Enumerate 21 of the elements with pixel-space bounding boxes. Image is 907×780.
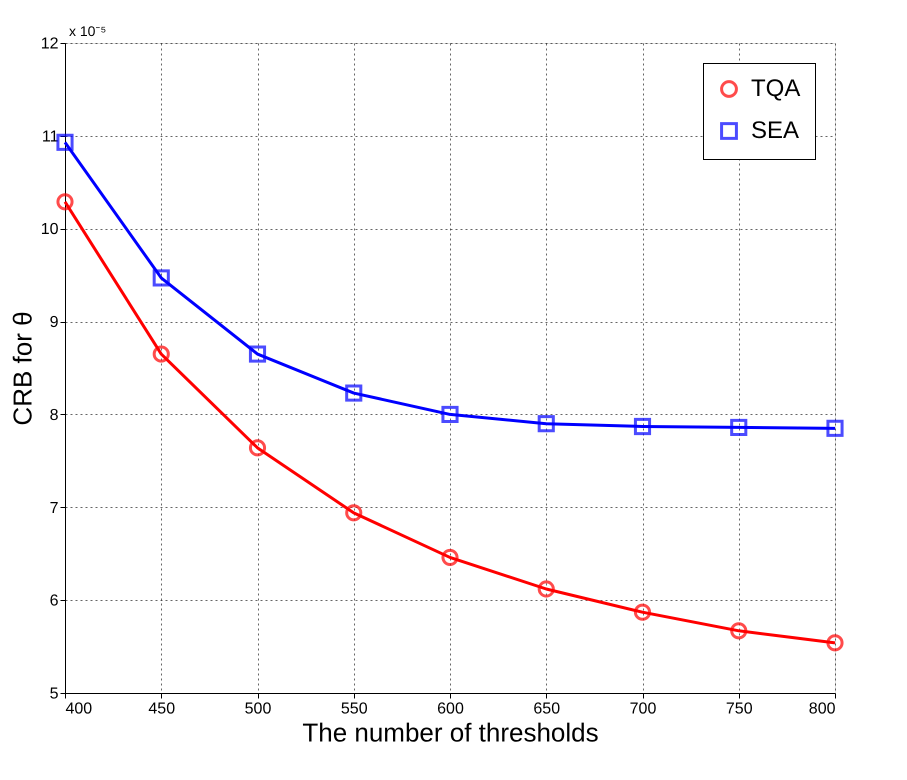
x-tick-label: 800: [808, 700, 836, 718]
y-tick-label: 6: [50, 592, 59, 610]
y-tick-label: 7: [50, 500, 59, 517]
y-tick-label: 12: [40, 36, 59, 52]
x-tick-label: 500: [244, 700, 272, 718]
x-tick-label: 750: [726, 700, 753, 718]
y-tick-label: 10: [40, 221, 59, 238]
x-tick-label: 450: [148, 700, 176, 718]
text: x 10⁻⁵: [69, 23, 106, 39]
legend-label: SEA: [751, 117, 800, 144]
y-axis-title: CRB for θ: [8, 311, 38, 426]
y-tick-label: 8: [50, 406, 59, 424]
x-tick-label: 400: [66, 700, 92, 718]
y-tick-label: 9: [50, 314, 59, 332]
y-tick-label: 5: [50, 686, 59, 702]
x-axis-title: The number of thresholds: [302, 718, 599, 748]
x-tick-label: 650: [533, 700, 560, 718]
x-tick-label: 700: [630, 700, 656, 718]
x-tick-label: 600: [437, 700, 464, 718]
x-tick-label: 550: [340, 700, 368, 718]
legend-label: TQA: [751, 75, 800, 102]
